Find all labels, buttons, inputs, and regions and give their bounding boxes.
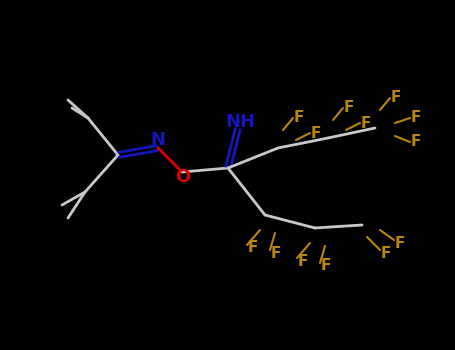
Text: F: F — [344, 100, 354, 116]
Text: F: F — [248, 240, 258, 256]
Text: F: F — [395, 236, 405, 251]
Text: F: F — [321, 259, 331, 273]
Text: NH: NH — [225, 113, 255, 131]
Text: F: F — [411, 134, 421, 149]
Text: N: N — [151, 131, 166, 149]
Text: F: F — [271, 245, 281, 260]
Text: F: F — [311, 126, 321, 140]
Text: F: F — [411, 111, 421, 126]
Text: F: F — [391, 91, 401, 105]
Text: F: F — [381, 245, 391, 260]
Text: F: F — [361, 116, 371, 131]
Text: F: F — [294, 111, 304, 126]
Text: F: F — [298, 253, 308, 268]
Text: O: O — [175, 168, 191, 186]
